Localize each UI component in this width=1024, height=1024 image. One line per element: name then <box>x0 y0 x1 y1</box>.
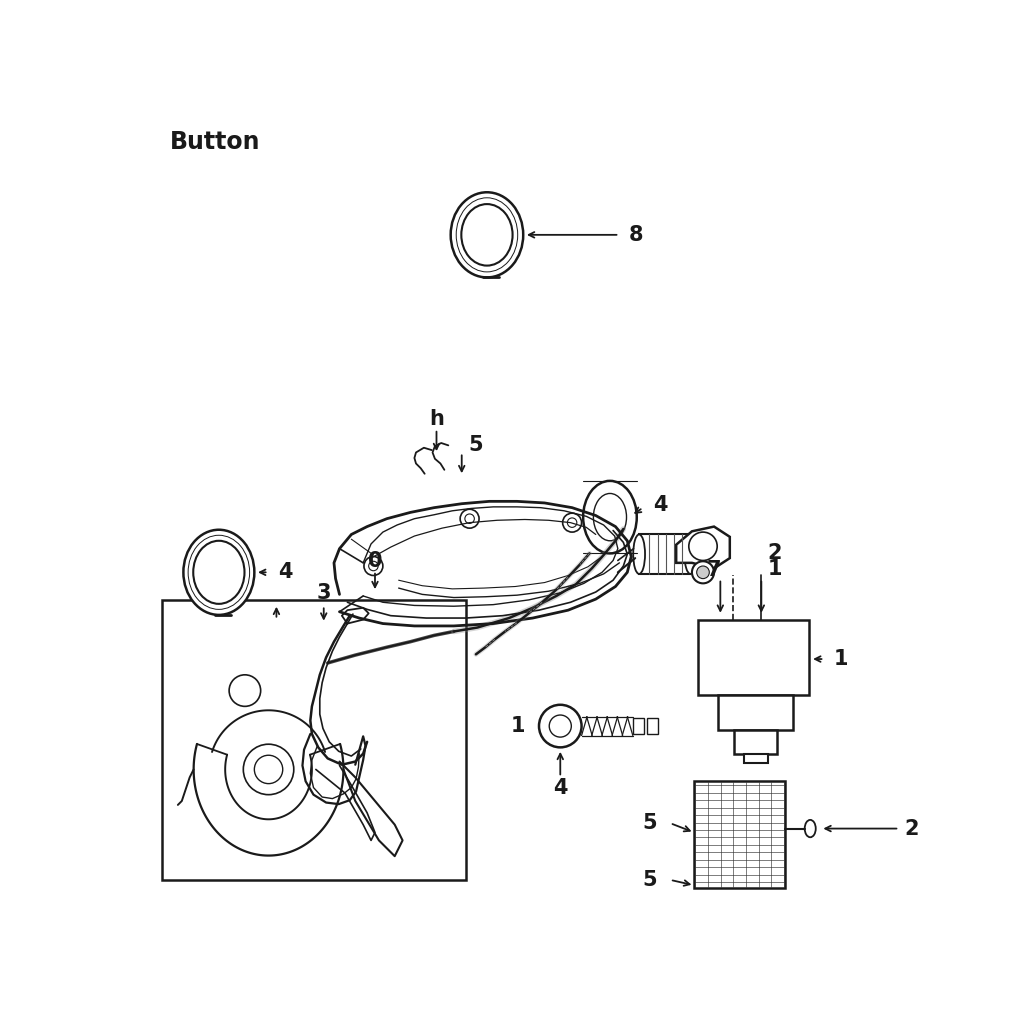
Ellipse shape <box>583 481 637 553</box>
Bar <box>718 694 793 730</box>
Bar <box>162 600 466 880</box>
Text: 5: 5 <box>643 869 657 890</box>
Text: 2: 2 <box>905 818 920 839</box>
Circle shape <box>539 705 582 748</box>
Circle shape <box>460 509 479 528</box>
Text: 2: 2 <box>768 544 782 563</box>
Ellipse shape <box>451 193 523 278</box>
Bar <box>647 718 658 734</box>
Text: 0: 0 <box>368 551 382 571</box>
Bar <box>694 781 785 888</box>
Ellipse shape <box>805 820 816 838</box>
Bar <box>744 754 768 763</box>
Text: Button: Button <box>170 130 260 155</box>
Circle shape <box>364 557 383 575</box>
Ellipse shape <box>684 535 696 573</box>
Text: 1: 1 <box>768 559 782 580</box>
Text: 3: 3 <box>316 583 331 603</box>
Polygon shape <box>676 526 730 568</box>
Ellipse shape <box>633 535 645 573</box>
Bar <box>639 535 690 573</box>
Bar <box>698 620 809 694</box>
Text: 1: 1 <box>834 649 849 669</box>
Bar <box>633 718 644 734</box>
Circle shape <box>562 513 582 532</box>
Text: 4: 4 <box>553 777 567 798</box>
Circle shape <box>692 561 714 584</box>
Bar <box>734 730 777 754</box>
Text: 4: 4 <box>278 562 293 583</box>
Circle shape <box>696 566 710 579</box>
Text: 4: 4 <box>653 495 668 514</box>
Text: 1: 1 <box>510 716 524 736</box>
Text: 7: 7 <box>707 560 721 580</box>
Text: h: h <box>429 409 444 429</box>
Text: 5: 5 <box>468 434 482 455</box>
Text: 5: 5 <box>643 813 657 834</box>
Text: 8: 8 <box>629 225 643 245</box>
Ellipse shape <box>183 529 254 614</box>
